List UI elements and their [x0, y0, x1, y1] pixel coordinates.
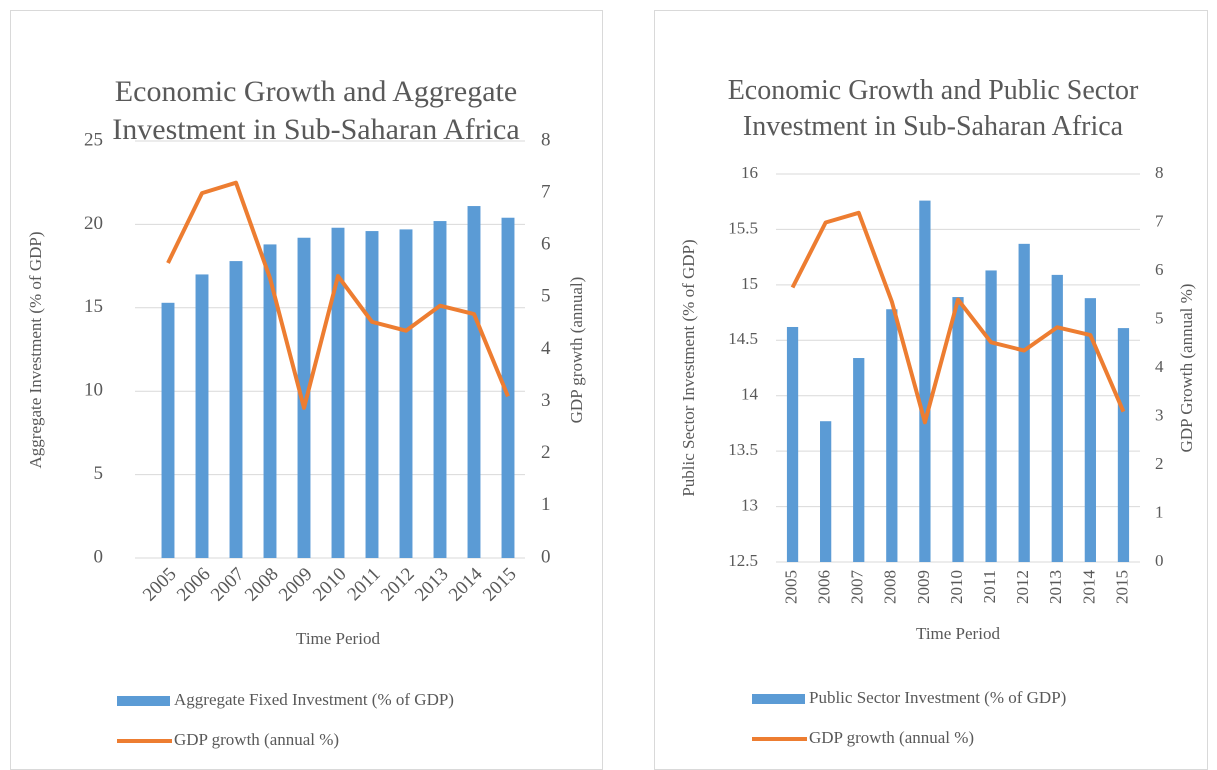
- bar: [853, 358, 865, 562]
- bar: [331, 227, 345, 558]
- x-tick-label: 2009: [275, 564, 317, 606]
- bar: [786, 326, 799, 562]
- x-tick-label: 2008: [241, 564, 283, 606]
- x-tick-label: 2007: [207, 564, 249, 606]
- y-axis-label: Public Sector Investment (% of GDP): [679, 239, 698, 496]
- y-axis-label: Aggregate Investment (% of GDP): [26, 232, 45, 469]
- bar: [195, 274, 209, 558]
- y2-tick-label: 0: [541, 546, 551, 567]
- y2-tick-label: 1: [1155, 502, 1164, 521]
- x-tick-label: 2006: [815, 570, 834, 604]
- y-tick-label: 13.5: [728, 440, 758, 459]
- x-tick-label: 2012: [1013, 570, 1032, 604]
- line: [166, 180, 510, 410]
- y-tick-label: 10: [84, 380, 103, 401]
- x-tick-label: 2009: [914, 570, 933, 604]
- bar: [365, 231, 379, 558]
- x-tick-label: 2010: [947, 570, 966, 604]
- x-axis-label: Time Period: [916, 624, 1000, 643]
- bar: [229, 261, 243, 558]
- x-tick-label: 2011: [343, 564, 384, 605]
- x-tick-label: 2013: [411, 564, 453, 606]
- x-tick-label: 2014: [1079, 570, 1098, 605]
- x-axis-label: Time Period: [296, 629, 380, 648]
- y2-tick-label: 7: [1155, 211, 1164, 230]
- x-tick-label: 2007: [848, 570, 867, 605]
- x-tick-label: 2013: [1046, 570, 1065, 604]
- x-tick-label: 2005: [781, 570, 800, 604]
- bar: [501, 217, 515, 558]
- x-tick-label: 2014: [445, 563, 487, 605]
- x-tick-label: 2015: [1112, 570, 1131, 604]
- bar: [433, 221, 447, 558]
- y-tick-label: 20: [84, 213, 103, 234]
- y2-tick-label: 8: [541, 129, 551, 150]
- x-tick-label: 2012: [377, 564, 419, 606]
- legend-label: GDP growth (annual %): [174, 730, 339, 749]
- y2-tick-label: 1: [541, 494, 551, 515]
- chart-frame: Economic Growth and Public Sector Invest…: [654, 10, 1208, 770]
- legend-label: GDP growth (annual %): [809, 728, 974, 747]
- bar: [919, 200, 931, 562]
- y-tick-label: 16: [741, 163, 758, 182]
- y-tick-label: 14: [741, 385, 759, 404]
- y2-tick-label: 2: [541, 442, 551, 463]
- y2-tick-label: 3: [541, 390, 551, 411]
- legend-label: Aggregate Fixed Investment (% of GDP): [174, 690, 454, 709]
- bar: [467, 206, 481, 558]
- bar: [161, 302, 175, 558]
- bar: [1051, 274, 1063, 562]
- y-tick-label: 15.5: [728, 218, 758, 237]
- y-tick-label: 12.5: [728, 551, 758, 570]
- y2-tick-label: 8: [1155, 163, 1164, 182]
- y-tick-label: 14.5: [728, 329, 758, 348]
- y2-tick-label: 2: [1155, 454, 1164, 473]
- y-tick-label: 25: [84, 129, 103, 150]
- y-tick-label: 15: [84, 296, 103, 317]
- x-tick-label: 2010: [309, 564, 351, 606]
- x-tick-label: 2008: [881, 570, 900, 604]
- x-tick-label: 2011: [980, 570, 999, 603]
- x-tick-label: 2005: [139, 564, 181, 606]
- bar: [886, 309, 898, 562]
- y-tick-label: 13: [741, 495, 758, 514]
- bar: [263, 244, 277, 558]
- y2-tick-label: 0: [1155, 551, 1164, 570]
- bar: [297, 237, 311, 558]
- bar: [1018, 243, 1030, 562]
- line: [790, 210, 1126, 425]
- legend-swatch: [752, 694, 805, 704]
- y2-axis-label: GDP growth (annual): [567, 277, 586, 424]
- y2-tick-label: 7: [541, 181, 551, 202]
- chart-title: Economic Growth and Public Sector Invest…: [727, 75, 1139, 142]
- legend-swatch: [117, 696, 170, 706]
- y2-tick-label: 3: [1155, 405, 1164, 424]
- x-tick-label: 2006: [173, 564, 215, 606]
- y-tick-label: 0: [94, 546, 104, 567]
- y2-tick-label: 6: [541, 234, 551, 255]
- bar: [399, 229, 413, 559]
- bar: [1084, 298, 1096, 562]
- bar: [985, 270, 997, 562]
- bar: [952, 297, 964, 562]
- y2-tick-label: 4: [541, 338, 551, 359]
- y2-axis-label: GDP Growth (annual %): [1177, 284, 1196, 453]
- y-tick-label: 15: [741, 274, 758, 293]
- y2-tick-label: 4: [1155, 357, 1164, 376]
- y2-tick-label: 6: [1155, 260, 1164, 279]
- y2-tick-label: 5: [1155, 308, 1164, 327]
- bar: [1117, 328, 1130, 562]
- legend-label: Public Sector Investment (% of GDP): [809, 688, 1066, 707]
- bar: [820, 421, 832, 562]
- y-tick-label: 5: [94, 463, 104, 484]
- x-tick-label: 2015: [479, 564, 521, 606]
- y2-tick-label: 5: [541, 286, 551, 307]
